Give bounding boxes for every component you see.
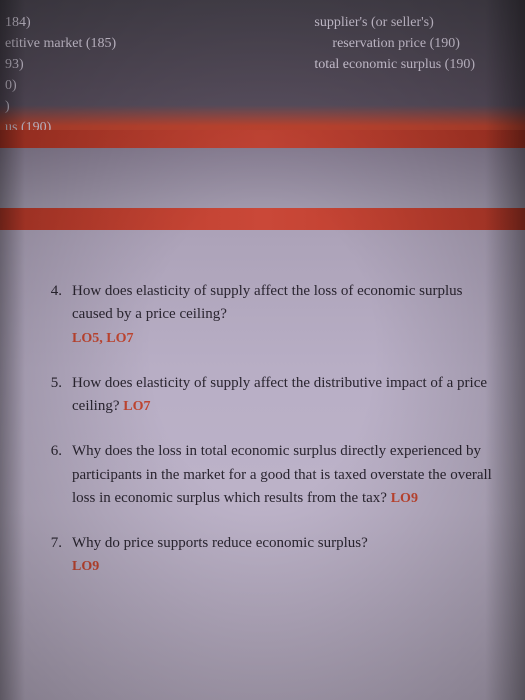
header-index-section: 184) etitive market (185) 93) 0) ) us (1… [0,0,525,125]
index-term: 0) [5,75,116,96]
divider-band [0,130,525,148]
divider-band [0,208,525,230]
question-number: 4. [48,280,72,350]
question-item: 7. Why do price supports reduce economic… [48,532,493,579]
question-body: Why do price supports reduce economic su… [72,535,368,551]
index-term: 93) [5,54,116,75]
index-term: total economic surplus (190) [314,54,475,75]
index-term: etitive market (185) [5,33,116,54]
learning-objective-tag: LO5 [72,331,99,346]
section-gap [0,148,525,208]
learning-objective-tag: LO7 [106,331,133,346]
question-item: 5. How does elasticity of supply affect … [48,372,493,419]
question-number: 6. [48,440,72,510]
learning-objective-tag: LO9 [72,559,99,574]
question-item: 6. Why does the loss in total economic s… [48,440,493,510]
question-body: How does elasticity of supply affect the… [72,283,462,322]
learning-objective-tag: LO7 [123,399,150,414]
index-term: 184) [5,12,116,33]
question-number: 5. [48,372,72,419]
question-body: Why does the loss in total economic surp… [72,443,492,506]
index-term: supplier's (or seller's) [314,12,475,33]
question-text: Why does the loss in total economic surp… [72,440,493,510]
index-term: reservation price (190) [314,33,475,54]
learning-objective-tag: LO9 [391,491,418,506]
question-text: How does elasticity of supply affect the… [72,280,493,350]
index-terms-left: 184) etitive market (185) 93) 0) ) us (1… [5,12,116,117]
index-term: ) [5,96,116,117]
questions-section: 4. How does elasticity of supply affect … [0,230,525,700]
question-item: 4. How does elasticity of supply affect … [48,280,493,350]
question-text: Why do price supports reduce economic su… [72,532,493,579]
index-terms-right: supplier's (or seller's) reservation pri… [314,12,505,117]
question-number: 7. [48,532,72,579]
question-text: How does elasticity of supply affect the… [72,372,493,419]
textbook-page: 184) etitive market (185) 93) 0) ) us (1… [0,0,525,700]
